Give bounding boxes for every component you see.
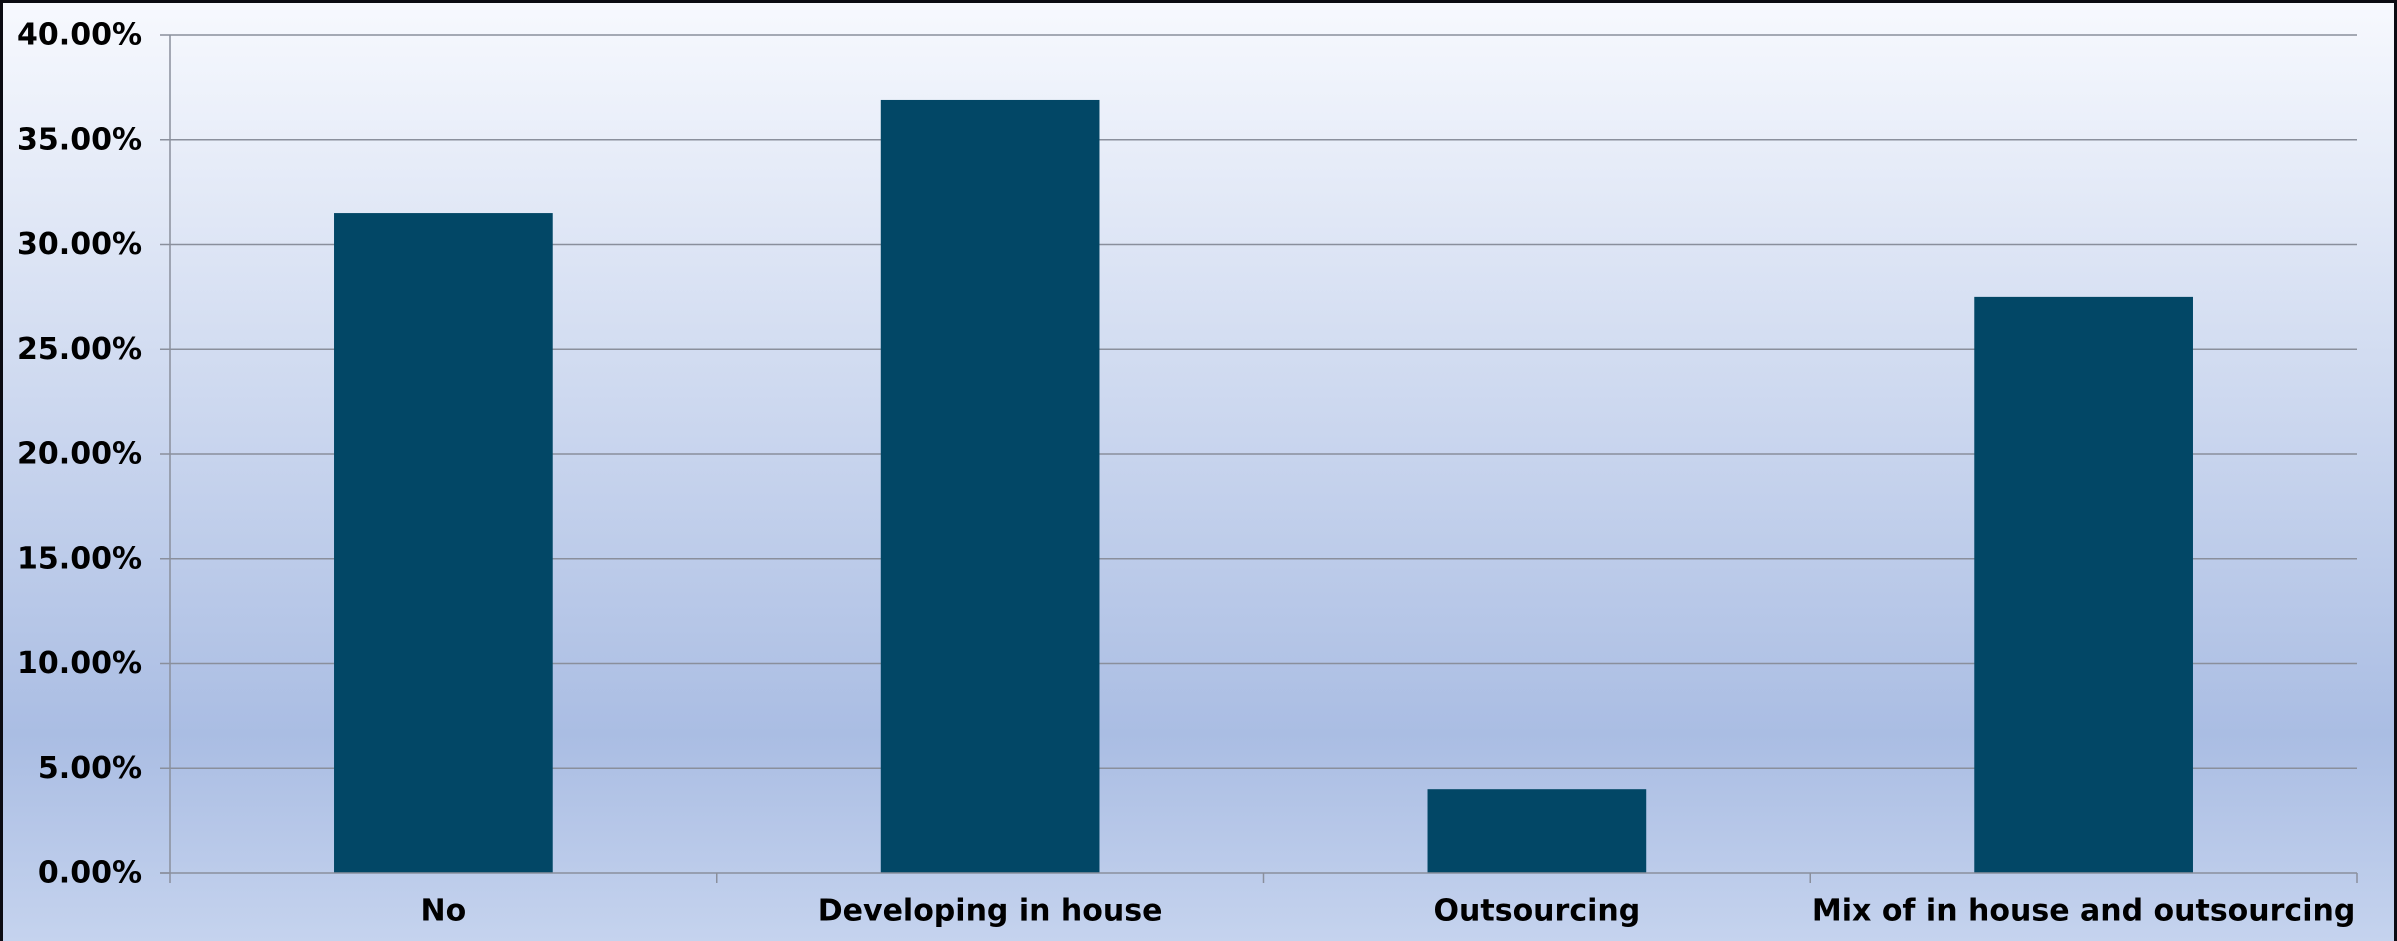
x-tick-label: Mix of in house and outsourcing <box>1812 894 2355 929</box>
y-tick-label: 20.00% <box>17 437 142 472</box>
x-tick-label: Outsourcing <box>1434 894 1641 929</box>
bar <box>334 213 553 873</box>
y-tick-label: 25.00% <box>17 332 142 367</box>
axes <box>160 34 2358 883</box>
y-tick-label: 30.00% <box>17 227 142 262</box>
y-tick-label: 35.00% <box>17 122 142 157</box>
y-tick-label: 0.00% <box>38 856 142 891</box>
bars <box>334 99 2193 873</box>
bar <box>880 99 1100 873</box>
y-tick-label: 10.00% <box>17 646 142 681</box>
y-tick-label: 5.00% <box>38 751 142 786</box>
x-tick-label: No <box>421 894 467 929</box>
y-tick-label: 15.00% <box>17 541 142 576</box>
bar <box>1974 296 2193 873</box>
bar <box>1427 789 1647 873</box>
y-axis-tick-labels: 0.00% 5.00% 10.00% 15.00% 20.00% 25.00% 30.00%… <box>17 18 142 891</box>
x-axis-tick-labels: No Developing in house Outsourcing Mix of i… <box>421 894 2356 929</box>
x-tick-label: Developing in house <box>818 894 1163 929</box>
y-tick-label: 40.00% <box>17 18 142 53</box>
